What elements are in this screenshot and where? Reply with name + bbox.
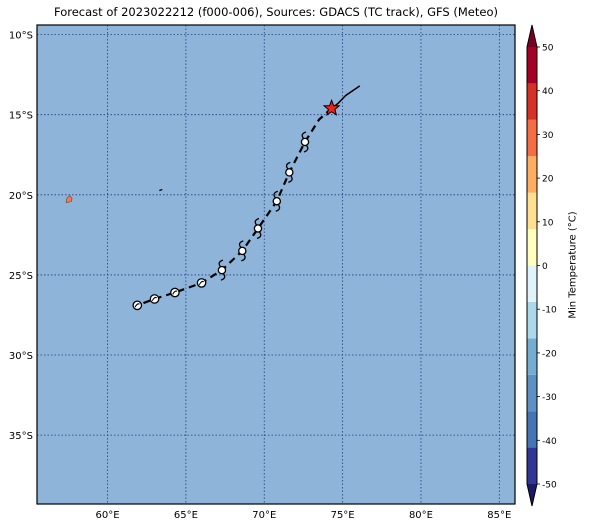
cyclone-arm xyxy=(301,131,307,139)
low-center xyxy=(132,300,143,311)
colorbar-segment xyxy=(527,374,537,412)
ocean-background xyxy=(37,25,515,504)
low-center xyxy=(196,278,207,288)
cyclone-center xyxy=(285,168,294,177)
colorbar-tick-label: 20 xyxy=(542,175,554,185)
graticule xyxy=(37,25,515,504)
colorbar-tick-label: 0 xyxy=(542,262,548,272)
map-frame xyxy=(36,24,516,505)
colorbar-segment xyxy=(527,229,537,266)
lon-tick-label: 85°E xyxy=(487,510,511,521)
cyclone-center xyxy=(238,246,247,256)
lat-tick-label: 15°S xyxy=(9,111,33,122)
cyclone-arm xyxy=(275,204,281,212)
colorbar-segment xyxy=(527,47,537,84)
cyclone-arm xyxy=(273,190,279,199)
colorbar-label: Min Temperature (°C) xyxy=(567,211,579,319)
cyclone-arm xyxy=(220,273,226,281)
colorbar-extend-max xyxy=(527,25,537,47)
colorbar-tick-label: -10 xyxy=(542,306,557,316)
colorbar-segment xyxy=(527,156,537,193)
cyclone-arm xyxy=(285,161,291,170)
cyclone-center xyxy=(217,265,227,275)
lat-tick-label: 35°S xyxy=(9,431,33,442)
current-position-star-icon xyxy=(322,98,341,116)
lon-tick-label: 70°E xyxy=(252,510,276,521)
lon-tick-labels: 60°E 65°E 70°E 75°E 80°E 85°E xyxy=(96,510,512,521)
cyclone-arm xyxy=(218,259,224,268)
cyclone-center xyxy=(253,224,263,233)
map-title: Forecast of 2023022212 (f000-006), Sourc… xyxy=(54,5,498,19)
lat-tick-label: 25°S xyxy=(9,271,33,282)
colorbar-segment xyxy=(527,192,537,230)
cyclone-symbol-icon xyxy=(217,259,227,281)
cyclone-symbol-icon xyxy=(272,190,282,212)
cyclone-symbol-icon xyxy=(253,217,263,240)
cyclone-track xyxy=(132,85,361,311)
lon-tick-label: 75°E xyxy=(331,510,355,521)
colorbar-segment xyxy=(527,301,537,339)
islands xyxy=(65,188,163,204)
cyclone-arm xyxy=(241,253,246,262)
cyclone-arm xyxy=(288,175,293,184)
low-swirl xyxy=(134,303,140,308)
low-center xyxy=(170,287,180,298)
colorbar-segment xyxy=(527,411,537,448)
cyclone-arm xyxy=(254,217,260,226)
low-swirl xyxy=(151,296,158,302)
colorbar-segment xyxy=(527,338,537,375)
cyclone-arm xyxy=(238,240,244,248)
colorbar-segment xyxy=(527,265,537,302)
colorbar-tick-label: -30 xyxy=(542,393,557,403)
low-pressure-symbol-icon xyxy=(149,294,160,304)
lat-tick-labels: 10°S 15°S 20°S 25°S 30°S 35°S xyxy=(9,31,33,443)
colorbar: 50 40 30 20 10 0 -10 -20 -30 -40 -50 xyxy=(526,24,557,507)
colorbar-tick-label: 50 xyxy=(542,44,554,54)
cyclone-symbol-icon xyxy=(238,240,247,262)
colorbar-tick-label: -50 xyxy=(542,481,557,491)
colorbar-extend-min xyxy=(527,484,537,506)
colorbar-tick-label: 10 xyxy=(542,218,554,228)
lon-tick-label: 80°E xyxy=(409,510,433,521)
cyclone-arm xyxy=(256,231,262,240)
lat-tick-label: 30°S xyxy=(9,351,33,362)
island-rodrigues xyxy=(159,188,163,192)
cyclone-symbol-icon xyxy=(285,161,294,184)
low-swirl xyxy=(198,280,205,285)
low-pressure-symbol-icon xyxy=(170,287,180,298)
colorbar-segment xyxy=(527,119,537,157)
cyclone-center xyxy=(272,196,282,206)
colorbar-segment xyxy=(527,83,537,120)
lat-tick-label: 20°S xyxy=(9,191,33,202)
cyclone-center xyxy=(300,137,310,147)
low-pressure-symbol-icon xyxy=(132,300,143,311)
low-pressure-symbol-icon xyxy=(196,278,207,288)
lon-tick-label: 65°E xyxy=(174,510,198,521)
colorbar-tick-label: -40 xyxy=(542,437,557,447)
cyclone-arm xyxy=(303,145,309,153)
colorbar-segment xyxy=(527,447,537,484)
island-mauritius xyxy=(65,195,73,204)
lat-tick-label: 10°S xyxy=(9,31,33,42)
low-center xyxy=(149,294,160,304)
colorbar-tick-label: 30 xyxy=(542,131,554,141)
lon-tick-label: 60°E xyxy=(96,510,120,521)
colorbar-tick-label: 40 xyxy=(542,87,554,97)
low-swirl xyxy=(172,290,178,295)
cyclone-symbol-icon xyxy=(300,131,310,153)
colorbar-tick-label: -20 xyxy=(542,349,557,359)
